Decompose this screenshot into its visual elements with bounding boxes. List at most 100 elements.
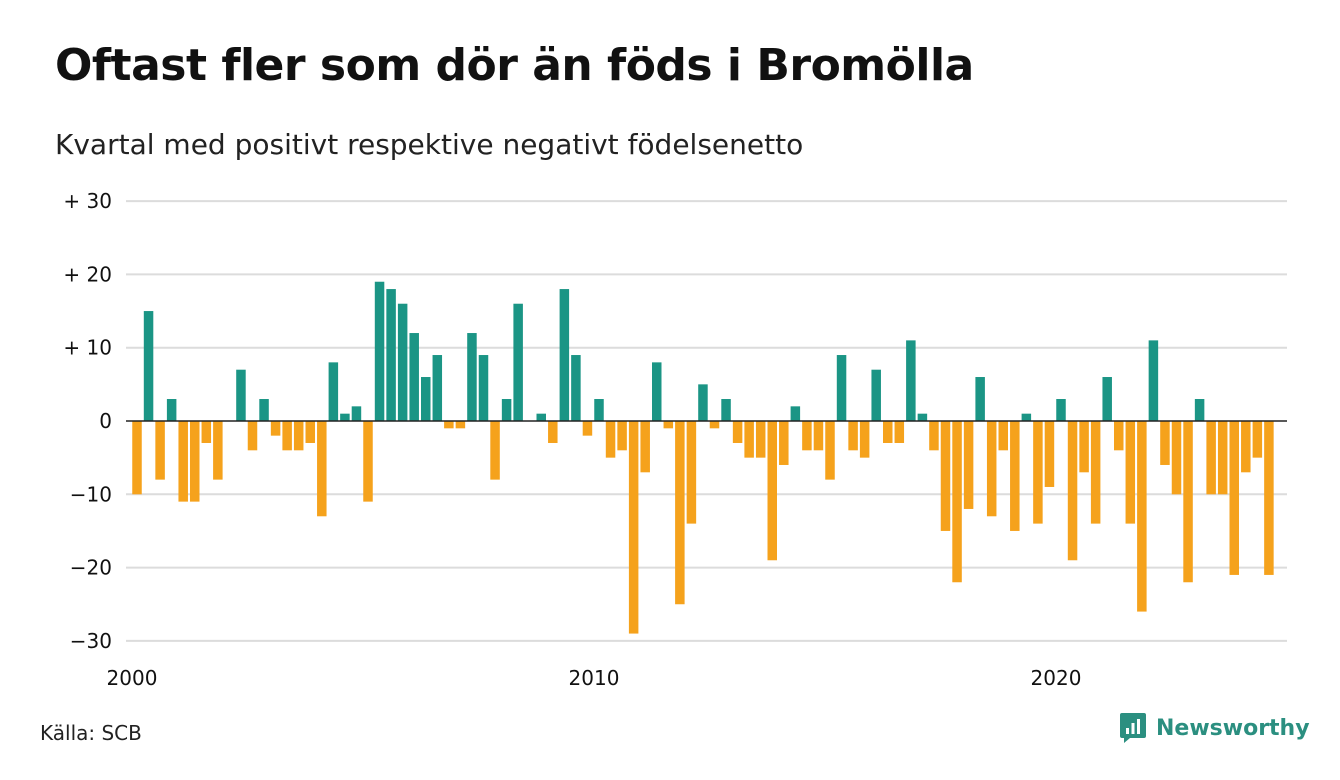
bar-negative <box>282 421 292 451</box>
brand-name: Newsworthy <box>1156 715 1310 741</box>
bar-positive <box>698 384 708 421</box>
bar-negative <box>744 421 754 458</box>
bar-negative <box>825 421 835 480</box>
bar-negative <box>732 421 743 443</box>
bar-positive <box>1056 399 1066 421</box>
bar-negative <box>1010 421 1020 531</box>
bar-negative <box>1171 421 1182 495</box>
bar-negative <box>813 421 824 451</box>
bar-negative <box>1241 421 1251 473</box>
bar-positive <box>1102 377 1112 421</box>
bar-negative <box>617 421 627 451</box>
bar-positive <box>790 406 801 421</box>
bar-positive <box>236 369 246 421</box>
source-note: Källa: SCB <box>40 721 142 745</box>
y-tick-label: + 10 <box>63 336 112 360</box>
bar-positive <box>721 399 731 421</box>
bar-negative <box>201 421 212 443</box>
bar-negative <box>1114 421 1124 451</box>
bar-negative <box>317 421 327 517</box>
bar-negative <box>929 421 939 451</box>
bar-chart: + 30 + 20 + 10 0 −10 −20 −30 2000 2010 2020 <box>63 189 1287 690</box>
chart-title: Oftast fler som dör än föds i Bromölla <box>55 40 974 91</box>
bar-negative <box>1079 421 1089 473</box>
bar-positive <box>386 289 396 421</box>
y-tick-label: 0 <box>99 409 112 433</box>
bar-positive <box>513 303 523 421</box>
bar-negative <box>178 421 188 502</box>
bar-negative <box>767 421 777 561</box>
bar-negative <box>628 421 639 634</box>
bar-negative <box>247 421 258 451</box>
bar-negative <box>1033 421 1043 524</box>
bar-negative <box>755 421 766 458</box>
bar-positive <box>467 333 477 421</box>
bar-negative <box>605 421 616 458</box>
bar-negative <box>1067 421 1078 561</box>
bar-negative <box>1229 421 1239 575</box>
bar-negative <box>998 421 1008 451</box>
bar-positive <box>594 399 604 421</box>
bar-negative <box>582 421 593 436</box>
bar-negative <box>548 421 558 443</box>
bar-positive <box>328 362 339 421</box>
bar-positive <box>478 355 489 421</box>
bar-positive <box>836 355 847 421</box>
bar-positive <box>166 399 177 421</box>
bar-positive <box>340 413 350 421</box>
bar-negative <box>952 421 962 583</box>
bar-negative <box>190 421 200 502</box>
bar-positive <box>259 399 269 421</box>
bars <box>126 281 1287 634</box>
bar-negative <box>709 421 720 429</box>
bar-positive <box>1021 413 1032 421</box>
bar-negative <box>213 421 223 480</box>
bar-positive <box>1148 340 1159 421</box>
bar-positive <box>917 413 928 421</box>
bar-negative <box>305 421 315 443</box>
bar-positive <box>559 289 570 421</box>
chart-subtitle: Kvartal med positivt respektive negativt… <box>55 128 804 161</box>
bar-negative <box>859 421 870 458</box>
bar-negative <box>848 421 858 451</box>
bar-negative <box>1217 421 1228 495</box>
bar-negative <box>663 421 674 429</box>
bar-positive <box>871 369 881 421</box>
x-tick-label: 2000 <box>107 666 158 690</box>
bar-negative <box>883 421 893 443</box>
x-tick-label: 2010 <box>569 666 620 690</box>
bar-negative <box>1252 421 1263 458</box>
bar-negative <box>270 421 281 436</box>
bar-negative <box>1264 421 1274 575</box>
bar-negative <box>132 421 142 495</box>
bar-positive <box>975 377 985 421</box>
bar-negative <box>1183 421 1193 583</box>
bar-positive <box>906 340 916 421</box>
bar-negative <box>686 421 697 524</box>
bar-negative <box>640 421 650 473</box>
bar-negative <box>1090 421 1101 524</box>
brand-logo[interactable]: Newsworthy <box>1118 712 1310 744</box>
bar-negative <box>986 421 997 517</box>
x-tick-label: 2020 <box>1031 666 1082 690</box>
bar-positive <box>501 399 512 421</box>
bar-negative <box>894 421 905 443</box>
bar-negative <box>293 421 304 451</box>
bar-positive <box>536 413 546 421</box>
bar-positive <box>409 333 419 421</box>
bar-negative <box>802 421 812 451</box>
bar-negative <box>444 421 454 429</box>
bar-negative <box>490 421 500 480</box>
bar-positive <box>652 362 662 421</box>
bar-positive <box>432 355 443 421</box>
y-tick-label: + 30 <box>63 189 112 213</box>
bar-negative <box>963 421 974 509</box>
bar-negative <box>779 421 789 465</box>
bar-negative <box>1044 421 1055 487</box>
bar-negative <box>940 421 951 531</box>
y-tick-label: −30 <box>70 629 112 653</box>
y-tick-label: −20 <box>70 556 112 580</box>
y-tick-label: + 20 <box>63 262 112 286</box>
bar-positive <box>351 406 362 421</box>
bar-positive <box>421 377 431 421</box>
